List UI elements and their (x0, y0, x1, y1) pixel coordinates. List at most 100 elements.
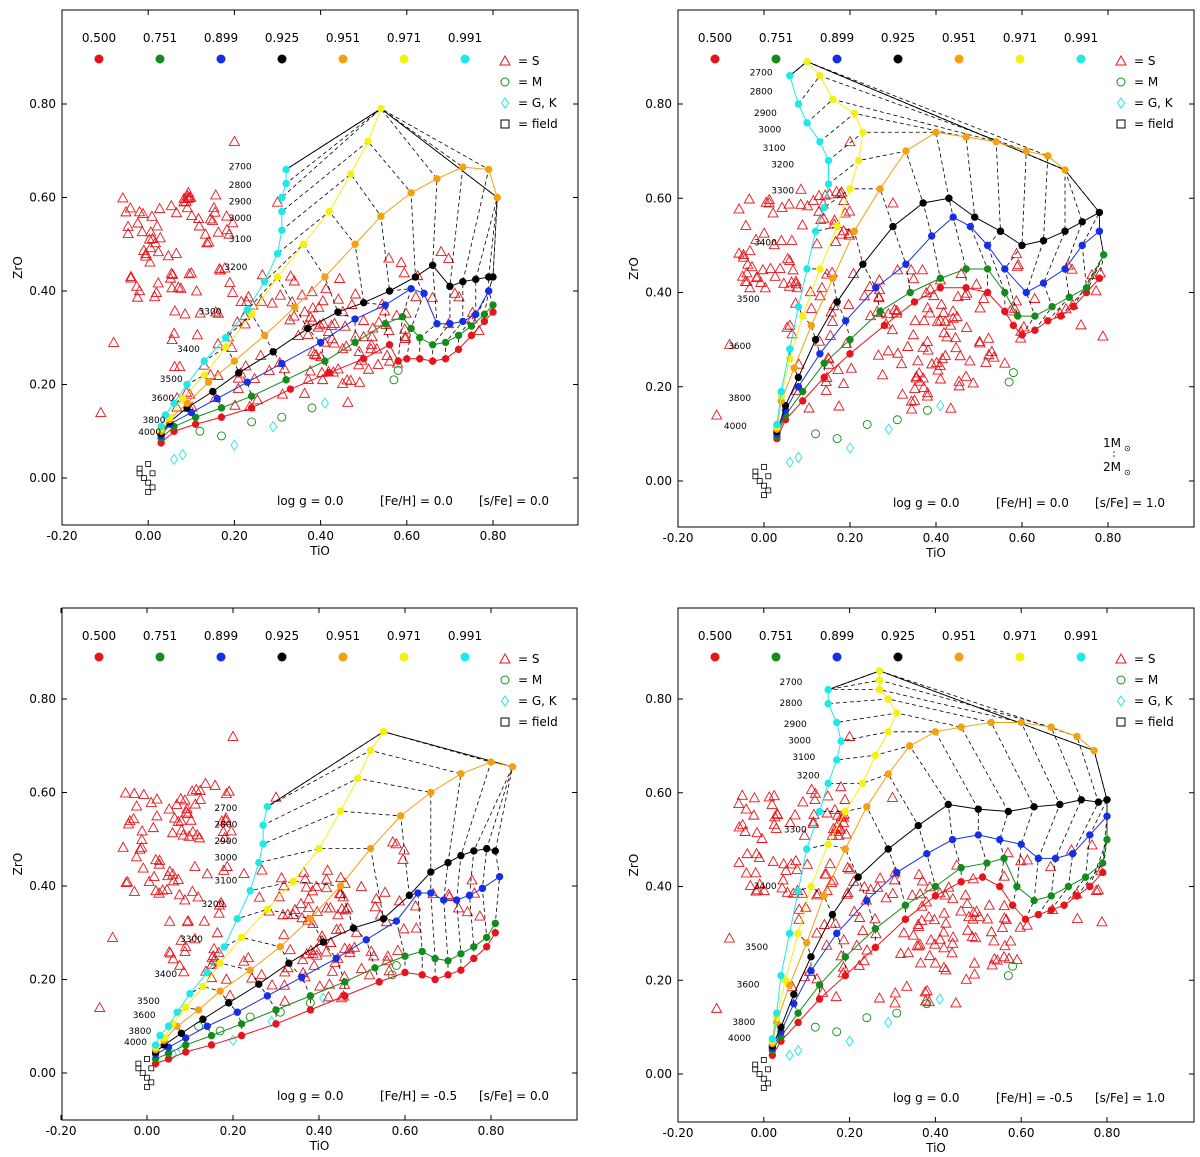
s-star-marker (248, 372, 261, 383)
s-star-marker (333, 272, 346, 283)
co-legend-label: 0.925 (881, 629, 915, 643)
model-point (768, 1035, 777, 1043)
model-point (336, 807, 345, 815)
s-star-marker (334, 922, 347, 934)
model-point (1077, 796, 1085, 804)
star-legend-label: = S (1134, 652, 1156, 666)
star-legend-label: = field (518, 715, 558, 729)
s-star-marker (275, 871, 288, 883)
m-star-marker (195, 426, 205, 436)
s-star-marker (932, 364, 944, 375)
model-point (480, 317, 489, 326)
s-star-marker (245, 972, 258, 983)
s-star-marker (799, 901, 812, 912)
model-point (841, 971, 850, 980)
s-star-marker (256, 268, 269, 280)
legend-square-icon (1116, 717, 1126, 727)
plot-frame (677, 607, 1195, 1123)
gk-star-marker (884, 423, 893, 435)
x-tick-label: 0.80 (478, 1124, 505, 1138)
s-star-marker (889, 997, 901, 1008)
s-star-marker (895, 357, 908, 369)
s-star-marker (474, 910, 486, 921)
s-star-marker (873, 274, 886, 285)
s-star-marker (395, 256, 408, 267)
s-star-marker (833, 829, 845, 840)
s-star-marker (842, 886, 854, 898)
model-point (944, 800, 952, 809)
model-point (182, 1048, 190, 1056)
model-point (401, 968, 409, 977)
model-point (230, 357, 239, 365)
s-star-marker (210, 306, 222, 317)
s-star-marker (936, 352, 949, 364)
s-star-marker (266, 978, 278, 990)
teff-label: 2700 (750, 69, 773, 79)
s-star-marker (452, 902, 465, 913)
model-point (381, 320, 389, 328)
s-star-marker (106, 931, 119, 942)
model-point (1099, 859, 1107, 867)
s-star-marker (934, 373, 947, 384)
s-star-marker (914, 957, 927, 968)
s-star-marker (122, 220, 134, 231)
model-line-co-0.971 (160, 108, 382, 430)
model-point (470, 847, 478, 855)
model-line-co-0.971 (155, 731, 384, 1048)
s-star-marker (873, 992, 886, 1003)
s-star-marker (171, 798, 183, 809)
model-point (203, 1022, 211, 1030)
model-point (332, 954, 340, 963)
field-star-marker (148, 1065, 155, 1072)
s-star-marker (365, 338, 378, 349)
gk-star-marker (845, 1035, 854, 1047)
teff-label: 3800 (128, 1027, 151, 1037)
s-star-marker (276, 388, 289, 399)
teff-grid-line (806, 98, 1006, 312)
s-star-marker (916, 874, 929, 886)
s-star-marker (777, 857, 790, 869)
s-star-marker (827, 874, 839, 885)
model-point (418, 971, 426, 979)
s-star-marker (150, 286, 163, 298)
s-star-marker (148, 870, 160, 881)
model-point (282, 376, 290, 384)
s-star-marker (175, 934, 187, 945)
teff-label: 4000 (138, 428, 161, 438)
s-star-marker (255, 295, 268, 306)
data-area (710, 57, 1109, 499)
model-point (928, 232, 936, 240)
model-point (1064, 882, 1073, 891)
s-star-marker (1028, 292, 1041, 303)
s-star-marker (917, 372, 929, 383)
m-star-marker (277, 412, 287, 422)
s-star-marker (185, 267, 198, 278)
model-point (446, 320, 454, 328)
s-star-marker (887, 887, 899, 898)
s-star-marker (777, 874, 789, 885)
x-tick-label: 0.40 (922, 1126, 949, 1140)
s-star-marker (130, 800, 143, 811)
model-line-co-0.925 (771, 799, 1108, 1047)
s-star-marker (151, 809, 163, 821)
model-point (850, 109, 858, 118)
x-tick-label: -0.20 (46, 529, 77, 543)
model-point (385, 341, 394, 349)
co-legend-label: 0.991 (1064, 31, 1098, 45)
s-star-marker (148, 290, 161, 302)
model-point (1022, 288, 1031, 297)
s-star-marker (743, 193, 756, 204)
model-point (459, 317, 467, 326)
s-star-marker (748, 791, 761, 803)
s-star-marker (156, 884, 169, 895)
s-star-marker (733, 856, 745, 867)
model-point (945, 194, 953, 202)
s-star-marker (1090, 284, 1102, 296)
model-point (794, 383, 803, 391)
s-star-marker (1010, 247, 1023, 259)
s-star-marker (284, 270, 297, 281)
model-point (398, 313, 407, 321)
s-star-marker (334, 871, 347, 882)
model-point (875, 667, 884, 675)
s-star-marker (811, 927, 823, 938)
